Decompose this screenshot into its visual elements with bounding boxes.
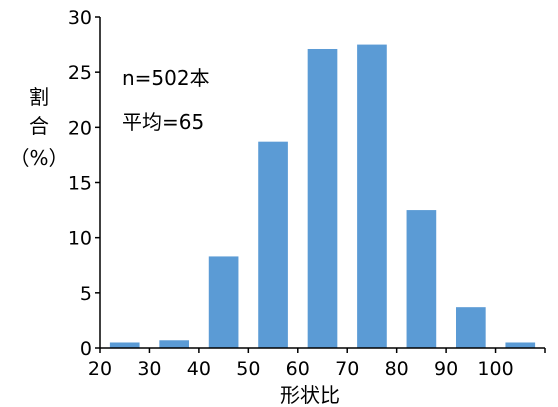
bar-90-100 bbox=[456, 307, 486, 348]
y-axis-title-line-2: 合 bbox=[29, 114, 49, 138]
bar-100-110 bbox=[505, 342, 536, 348]
y-tick-label-30: 30 bbox=[68, 7, 92, 29]
y-tick-label-25: 25 bbox=[68, 62, 92, 84]
x-tick-label-90: 90 bbox=[434, 358, 458, 380]
y-axis-title-line-1: 割 bbox=[29, 85, 49, 109]
x-tick-label-50: 50 bbox=[236, 358, 260, 380]
y-axis-title-line-3: （%） bbox=[9, 146, 68, 170]
x-tick-label-100: 100 bbox=[477, 358, 513, 380]
bar-40-50 bbox=[208, 256, 239, 348]
x-tick-label-80: 80 bbox=[385, 358, 409, 380]
x-tick-label-70: 70 bbox=[335, 358, 359, 380]
bars-group bbox=[109, 44, 536, 348]
bar-80-90 bbox=[406, 210, 437, 348]
x-tick-label-30: 30 bbox=[137, 358, 161, 380]
x-tick-label-60: 60 bbox=[286, 358, 310, 380]
bar-50-60 bbox=[258, 141, 288, 348]
sample-size-annotation: n=502本 bbox=[122, 66, 210, 90]
x-axis-title: 形状比 bbox=[280, 383, 340, 407]
y-tick-label-5: 5 bbox=[80, 283, 92, 305]
x-tick-label-40: 40 bbox=[187, 358, 211, 380]
bar-60-70 bbox=[307, 48, 338, 348]
y-tick-label-0: 0 bbox=[80, 338, 92, 360]
y-ticks-group: 0 5 10 15 20 25 30 bbox=[68, 7, 100, 360]
x-tick-label-20: 20 bbox=[88, 358, 112, 380]
y-tick-label-15: 15 bbox=[68, 173, 92, 195]
mean-annotation: 平均=65 bbox=[122, 110, 204, 134]
y-tick-label-10: 10 bbox=[68, 228, 92, 250]
bar-20-30 bbox=[109, 342, 140, 348]
y-tick-label-20: 20 bbox=[68, 117, 92, 139]
bar-30-40 bbox=[159, 340, 189, 348]
x-ticks-group: 20 30 40 50 60 70 80 90 100 bbox=[88, 348, 546, 380]
bar-70-80 bbox=[357, 44, 387, 348]
